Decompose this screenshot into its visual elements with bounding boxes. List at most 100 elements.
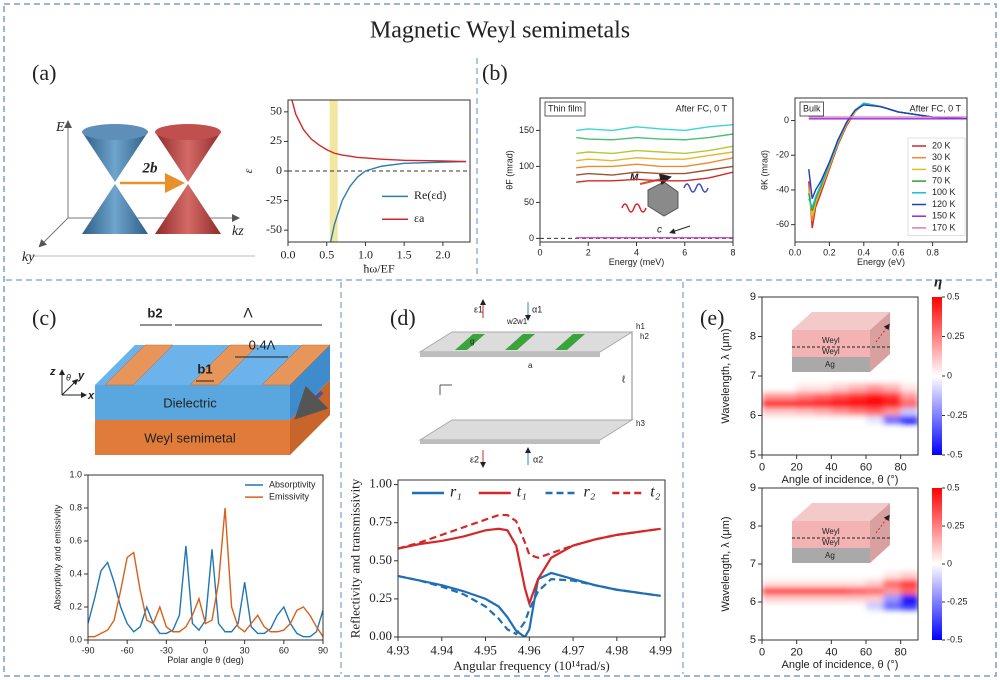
x-tick-label: 60 (860, 462, 872, 474)
x-tick-label: 1.0 (358, 247, 373, 261)
colorbar-label: η (934, 274, 942, 290)
x-tick-label: 0.4 (858, 248, 871, 258)
label: Weyl (822, 347, 840, 356)
x-axis-label: ħω/EF (363, 261, 395, 275)
series-line (576, 165, 733, 176)
heatmap-cell (831, 571, 850, 580)
legend-label: Absorptivity (269, 479, 316, 489)
legend-box (907, 137, 966, 236)
series-line (398, 574, 661, 636)
x-tick-label: -60 (121, 646, 134, 656)
y-tick-label: 6 (750, 596, 756, 608)
panel-label: (d) (390, 305, 416, 330)
y-tick-label: 0 (529, 233, 534, 243)
heatmap-cell (900, 602, 918, 611)
heatmap-cell (796, 407, 815, 416)
heatmap-cell (814, 602, 832, 611)
heatmap-cell (866, 407, 884, 416)
colorbar-tick-label: 0.25 (947, 331, 965, 341)
y-tick-label: 5 (750, 634, 756, 646)
label: c (657, 225, 662, 236)
heatmap-cell (796, 579, 815, 588)
y-tick-label: 0.4 (69, 568, 82, 578)
x-tick-label: -30 (160, 646, 173, 656)
legend-label: 120 K (932, 199, 956, 209)
heatmap (762, 571, 918, 611)
x-tick-label: 0.8 (926, 248, 939, 258)
heatmap-cell (848, 415, 867, 424)
heatmap-cell (779, 407, 798, 416)
legend-label: t₂ (650, 484, 660, 501)
colorbar-tick-label: 0 (947, 370, 952, 380)
annotation: After FC, 0 T (910, 103, 962, 113)
heatmap-cell (848, 407, 867, 416)
layer (792, 548, 870, 563)
heatmap-cell (866, 391, 884, 401)
x-axis-label: Energy (meV) (609, 257, 665, 267)
heatmap-cell (831, 586, 850, 595)
heatmap-cell (883, 571, 902, 580)
annotation-box (544, 101, 586, 117)
plot-area (398, 513, 661, 637)
x-tick-label: 4.94 (430, 642, 453, 657)
heatmap-cell (900, 579, 918, 588)
plot-area (808, 102, 967, 229)
y-tick-label: -20 (776, 150, 789, 160)
plot-area (540, 123, 733, 239)
heatmap-cell (831, 391, 850, 401)
legend-label: 30 K (932, 152, 951, 162)
y-tick-label: 0 (784, 115, 789, 125)
heatmap-cell (866, 383, 884, 393)
label: ε2 (470, 454, 479, 464)
axis-label: y (77, 370, 85, 382)
axis (61, 378, 79, 396)
y-tick-label: 150 (519, 125, 534, 135)
y-tick-label: -40 (776, 184, 789, 194)
x-axis-label: Angle of incidence, θ (°) (782, 474, 899, 486)
y-tick-label: 9 (750, 291, 756, 303)
label: ℓ (622, 375, 626, 386)
label: α2 (533, 454, 543, 464)
heatmap-cell (831, 415, 850, 424)
heatmap-cell (814, 586, 832, 595)
axis-label: z (49, 366, 56, 378)
heatmap-cell (779, 399, 798, 409)
panel-label: (c) (32, 305, 56, 330)
panel-label: (b) (482, 60, 508, 85)
wave (621, 203, 647, 213)
heatmap-cell (762, 586, 780, 595)
legend-label: 70 K (932, 175, 951, 185)
series-line (88, 507, 323, 638)
heatmap-cell (831, 602, 850, 611)
chart: 0 2 4 6 8 0 50 100 150 Energy (meV) θF (mrad) Thin … (504, 97, 736, 267)
panel-label: (e) (700, 305, 724, 330)
heatmap-cell (796, 602, 815, 611)
x-tick-label: 4.93 (387, 642, 410, 657)
heatmap-cell (814, 399, 832, 409)
y-tick-label: 7 (750, 558, 756, 570)
cone (155, 132, 221, 182)
heatmap-cell (814, 383, 832, 393)
chart: 0.0 0.5 1.0 1.5 2.0 -50 -25 0 25 50 ħω/EF ε Re(εd) εa (241, 99, 471, 275)
heatmap-cell (814, 594, 832, 603)
label: h1 (636, 322, 645, 331)
series-line (576, 157, 733, 169)
y-tick-label: 8 (750, 520, 756, 532)
heatmap-cell (762, 579, 780, 588)
plot-area (288, 100, 470, 242)
series-line (576, 123, 733, 132)
heatmap-cell (900, 391, 918, 401)
heatmap-cell (796, 415, 815, 424)
x-tick-label: 40 (825, 647, 837, 659)
x-tick-label: 20 (791, 647, 803, 659)
heatmap-cell (831, 594, 850, 603)
x-axis-label: Angular frequency (10¹⁴rad/s) (453, 658, 609, 673)
label: Weyl (822, 527, 840, 536)
heatmap-cell (866, 415, 884, 424)
series-line (398, 527, 661, 608)
heatmap-cell (900, 586, 918, 595)
arrow (875, 323, 890, 343)
label: h3 (636, 419, 645, 428)
heatmap-cell (848, 571, 867, 580)
plot-area (88, 507, 323, 638)
